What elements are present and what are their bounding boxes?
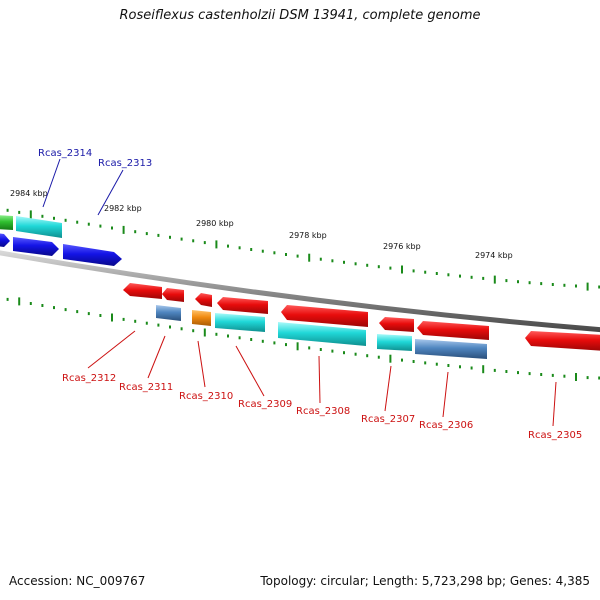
gene-rcas-2307[interactable] [377,334,412,351]
ruler-label-2978: 2978 kbp [289,231,327,240]
gene-label-rcas-2314: Rcas_2314 [38,148,92,159]
gene-rcas-2309[interactable] [215,313,265,332]
ruler-label-2974: 2974 kbp [475,251,513,260]
gene-label-rcas-2310: Rcas_2310 [179,391,233,402]
gene-label-rcas-2312: Rcas_2312 [62,373,116,384]
gene-red-right[interactable] [417,321,489,340]
ruler-label-2976: 2976 kbp [383,242,421,251]
topology-summary: Topology: circular; Length: 5,723,298 bp… [260,574,590,588]
gene-rcas-2311[interactable] [156,305,181,321]
forward-genes [0,215,122,266]
ruler-label-2982: 2982 kbp [104,204,142,213]
gene-label-rcas-2307: Rcas_2307 [361,414,415,425]
gene-label-rcas-2306: Rcas_2306 [419,420,473,431]
gene-red-small[interactable] [162,288,184,302]
callout-lines [42,158,557,427]
gene-rcas-2313[interactable] [63,244,122,266]
ruler-label-2980: 2980 kbp [196,219,234,228]
gene-rcas-2310[interactable] [192,310,211,326]
gene-label-rcas-2308: Rcas_2308 [296,406,350,417]
gene-red-mid[interactable] [217,297,268,314]
gene-rcas-2305[interactable] [525,331,600,351]
gene-red-tiny[interactable] [195,293,212,307]
gene-blue-a[interactable] [0,233,10,247]
gene-label-rcas-2309: Rcas_2309 [238,399,292,410]
gene-rcas-2314[interactable] [16,216,62,238]
reverse-genes [123,283,600,359]
gene-rcas-2306[interactable] [415,339,487,359]
gene-rcas-2307-red[interactable] [379,317,414,332]
gene-label-rcas-2311: Rcas_2311 [119,382,173,393]
gene-green[interactable] [0,215,13,230]
ruler-label-2984: 2984 kbp [10,189,48,198]
ruler-ticks-outer [6,208,600,291]
gene-red-long[interactable] [281,305,368,327]
accession-text: Accession: NC_009767 [9,574,146,588]
genome-backbone [0,250,600,333]
gene-rcas-2312[interactable] [123,283,162,299]
gene-rcas-2308[interactable] [278,322,366,346]
ruler-ticks-inner [6,297,600,381]
map-title: Roseiflexus castenholzii DSM 13941, comp… [119,8,481,23]
gene-blue-b[interactable] [13,237,59,256]
gene-label-rcas-2313: Rcas_2313 [98,158,152,169]
gene-label-rcas-2305: Rcas_2305 [528,430,582,441]
